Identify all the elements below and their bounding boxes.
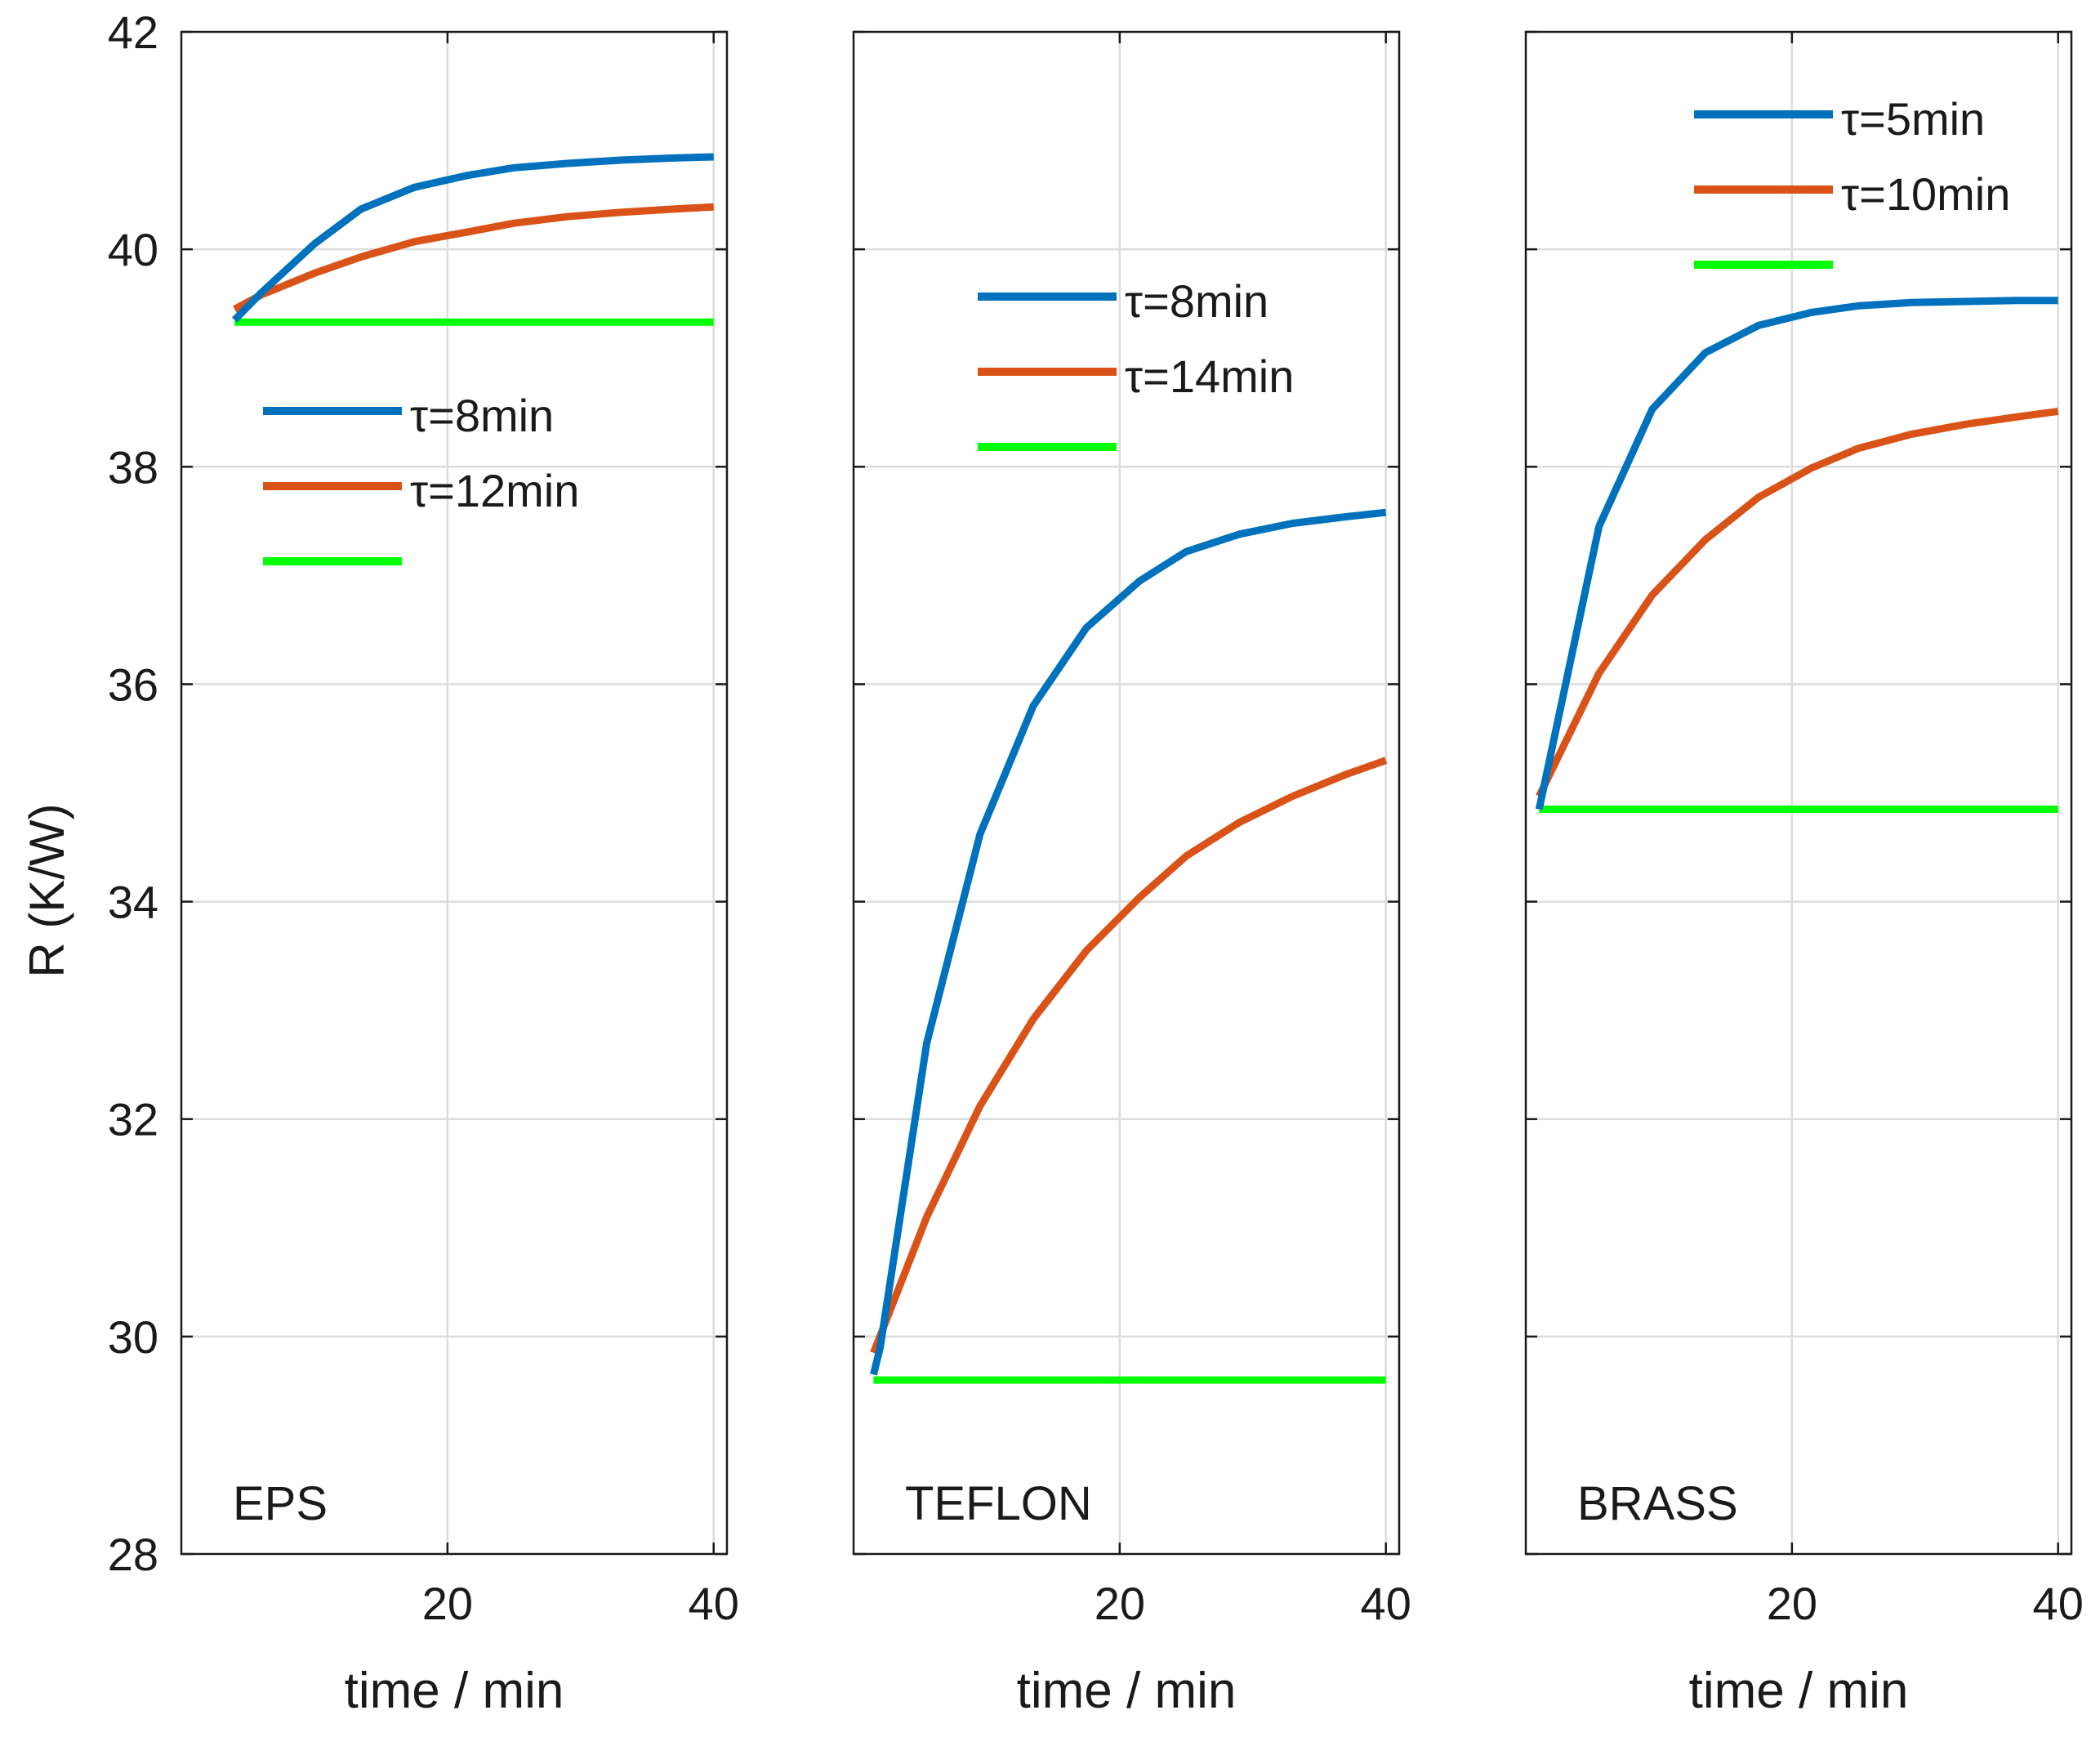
x-tick-label: 40 xyxy=(689,1578,739,1629)
legend-label: τ=5min xyxy=(1841,93,1985,145)
panel-teflon: 20 40 time / min τ=8min τ=14min TEFLON xyxy=(852,30,1411,1719)
panel-brass: 20 40 time / min τ=5min τ=10min BRASS xyxy=(1524,30,2084,1719)
panel-title: BRASS xyxy=(1577,1477,1738,1530)
series-line-orange xyxy=(1536,407,2059,798)
legend-label: τ=10min xyxy=(1841,168,2010,220)
y-tick-label: 42 xyxy=(108,7,158,58)
series-line-blue xyxy=(870,508,1387,1376)
y-tick-label: 28 xyxy=(108,1529,158,1580)
legend-label: τ=8min xyxy=(410,390,554,441)
series-line-blue xyxy=(231,153,714,323)
x-axis-label: time / min xyxy=(1017,1663,1237,1719)
x-axis-label: time / min xyxy=(1689,1663,1909,1719)
x-tick-label: 40 xyxy=(1361,1578,1411,1629)
panel-eps: 20 40 28 30 32 34 36 38 40 42 time / min τ=8min τ=12… xyxy=(108,7,739,1719)
y-tick-label: 40 xyxy=(108,224,158,275)
legend-label: τ=8min xyxy=(1125,275,1268,327)
panels: 20 40 28 30 32 34 36 38 40 42 time / min τ=8min τ=12… xyxy=(108,7,2084,1719)
y-tick-label: 32 xyxy=(108,1094,158,1145)
y-tick-label: 30 xyxy=(108,1311,158,1363)
panel-title: EPS xyxy=(233,1477,328,1530)
x-axis-label: time / min xyxy=(345,1663,564,1719)
series-line-orange xyxy=(233,203,714,313)
x-tick-label: 20 xyxy=(1767,1578,1817,1629)
panel-title: TEFLON xyxy=(905,1477,1092,1530)
x-tick-label: 20 xyxy=(422,1578,473,1629)
y-tick-label: 34 xyxy=(108,877,158,928)
x-tick-label: 20 xyxy=(1095,1578,1145,1629)
series-line-blue xyxy=(1535,297,2058,810)
legend-label: τ=12min xyxy=(410,465,579,516)
y-axis-label: R (K/W) xyxy=(20,803,74,977)
y-tick-label: 36 xyxy=(108,659,158,710)
axes-box xyxy=(180,30,729,1556)
axes-box xyxy=(1524,30,2073,1556)
axes-box xyxy=(852,30,1401,1556)
series-line-orange xyxy=(870,757,1388,1355)
y-tick-label: 38 xyxy=(108,441,158,493)
x-tick-label: 40 xyxy=(2033,1578,2084,1629)
legend-label: τ=14min xyxy=(1125,351,1294,402)
